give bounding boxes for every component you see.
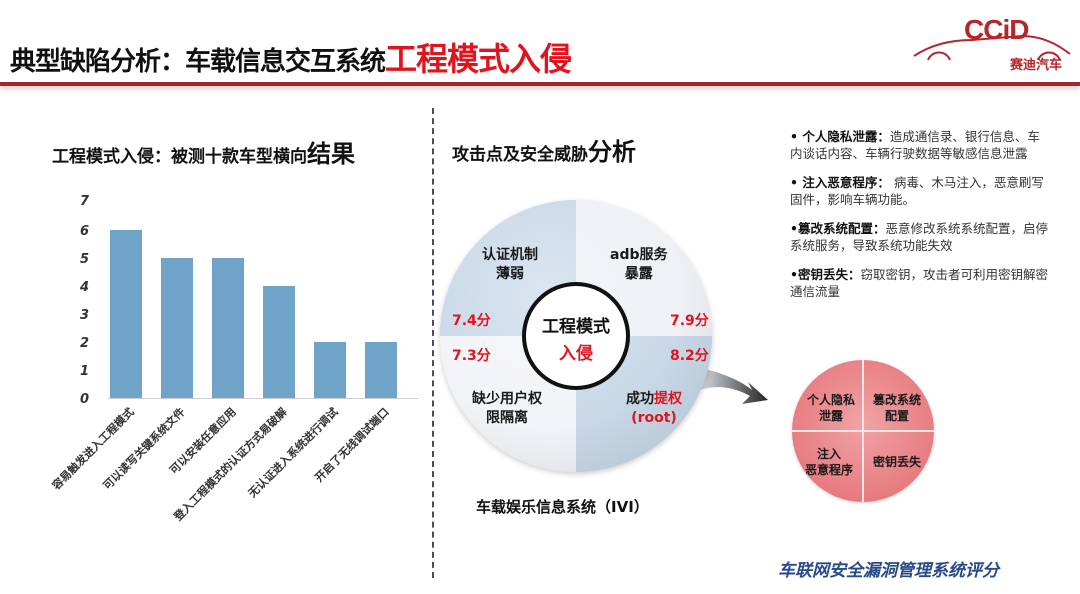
threat-circle: 个人隐私 泄露 篡改系统 配置 注入 恶意程序 密钥丢失 xyxy=(792,360,934,502)
bar-2 xyxy=(161,258,193,398)
threat-item: •密钥丢失：窃取密钥，攻击者可利用密钥解密通信流量 xyxy=(790,267,1049,299)
score-bl: 7.3分 xyxy=(452,348,491,364)
threat-circle-bl: 注入 恶意程序 xyxy=(804,447,853,477)
threat-item: • 注入恶意程序： 病毒、木马注入，恶意刷写固件，影响车辆功能。 xyxy=(790,175,1044,207)
score-br: 8.2分 xyxy=(670,348,709,364)
page-title-prefix: 典型缺陷分析：车载信息交互系统 xyxy=(10,47,386,77)
chart-title-prefix: 工程模式入侵：被测十款车型横向 xyxy=(52,147,307,167)
quadrant-label-bl: 缺少用户权 限隔离 xyxy=(472,391,542,426)
ccid-logo: CCiD 赛迪汽车 xyxy=(912,14,1072,78)
bar-5 xyxy=(314,342,346,398)
x-axis-line xyxy=(108,398,418,399)
logo-text: CCiD xyxy=(964,14,1029,45)
y-tick: 0 xyxy=(80,392,90,407)
threat-circle-br: 密钥丢失 xyxy=(872,455,921,469)
bar-chart: 0 1 2 3 4 5 6 7 容易触发进入工程模式 可以读写关键系统文件 可以… xyxy=(50,190,420,524)
analysis-title-prefix: 攻击点及安全威胁 xyxy=(452,145,588,165)
center-label: 工程模式 入侵 xyxy=(522,282,630,390)
bar-6 xyxy=(365,342,397,398)
threat-circle-tr: 篡改系统 配置 xyxy=(872,393,921,423)
page-title-highlight: 工程模式入侵 xyxy=(385,40,572,78)
quadrant-label-tr: adb服务 暴露 xyxy=(610,247,668,282)
y-tick: 1 xyxy=(80,364,90,379)
x-label: 容易触发进入工程模式 xyxy=(49,405,137,493)
y-tick: 6 xyxy=(80,224,90,239)
y-tick: 4 xyxy=(80,280,90,295)
system-label: 车载娱乐信息系统（IVI） xyxy=(476,498,649,516)
quadrant-label-br: 成功提权 (root) xyxy=(626,391,682,426)
analysis-title: 攻击点及安全威胁分析 xyxy=(452,132,636,167)
y-tick: 2 xyxy=(80,336,90,351)
bar-4 xyxy=(263,286,295,398)
y-tick: 5 xyxy=(80,252,90,267)
score-tl: 7.4分 xyxy=(452,313,491,329)
car-silhouette-icon xyxy=(913,34,1071,61)
threat-circle-tl: 个人隐私 泄露 xyxy=(806,393,855,423)
threat-item: •篡改系统配置：恶意修改系统系统配置，启停系统服务，导致系统功能失效 xyxy=(790,221,1049,253)
y-tick: 7 xyxy=(80,194,90,209)
bar-3 xyxy=(212,258,244,398)
attack-point-diagram: 认证机制 薄弱 adb服务 暴露 缺少用户权 限隔离 成功提权 (root) 7… xyxy=(440,200,712,472)
score-tr: 7.9分 xyxy=(670,313,709,329)
chart-title-big: 结果 xyxy=(307,140,355,168)
bar-1 xyxy=(110,230,142,398)
y-tick: 3 xyxy=(80,308,90,323)
arrow-icon xyxy=(700,368,768,404)
threat-list: • 个人隐私泄露：造成通信录、银行信息、车内谈话内容、车辆行驶数据等敏感信息泄露… xyxy=(790,128,1050,312)
threat-item: • 个人隐私泄露：造成通信录、银行信息、车内谈话内容、车辆行驶数据等敏感信息泄露 xyxy=(790,129,1040,161)
footer-caption: 车联网安全漏洞管理系统评分 xyxy=(778,561,999,581)
chart-title: 工程模式入侵：被测十款车型横向结果 xyxy=(52,134,355,169)
analysis-title-big: 分析 xyxy=(588,138,636,166)
page-title: 典型缺陷分析：车载信息交互系统工程模式入侵 xyxy=(10,34,572,80)
header-divider xyxy=(0,82,1080,86)
x-label: 无认证进入系统进行调试 xyxy=(245,405,341,501)
quadrant-label-tl: 认证机制 薄弱 xyxy=(482,247,538,282)
section-divider xyxy=(432,108,434,578)
logo-subtext: 赛迪汽车 xyxy=(1010,58,1063,73)
